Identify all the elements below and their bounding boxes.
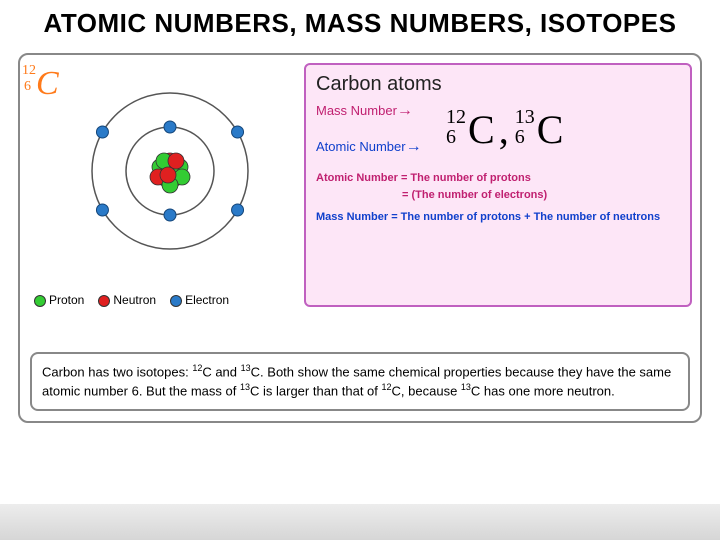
isotope-explanation: Carbon has two isotopes: 12C and 13C. Bo… xyxy=(30,352,690,411)
atom-svg xyxy=(40,61,300,281)
legend-electron: Electron xyxy=(170,293,229,307)
comma: , xyxy=(499,106,509,153)
def-atomic-2: = (The number of electrons) xyxy=(316,187,680,204)
footer-bar xyxy=(0,504,720,540)
main-diagram-box: 12 6 C Proton Neutron Electron Carbon at… xyxy=(18,53,702,423)
carbon-atoms-panel: Carbon atoms Mass Number→ Atomic Number→… xyxy=(304,63,692,307)
legend-neutron: Neutron xyxy=(98,293,156,307)
def-atomic-1: Atomic Number = The number of protons xyxy=(316,170,680,187)
symbol-atomic: 6 xyxy=(24,79,31,95)
atom-diagram-panel: 12 6 C Proton Neutron Electron xyxy=(20,55,300,315)
atomic-number-label: Atomic Number→ xyxy=(316,138,446,156)
isotope-2: 13 6 C xyxy=(515,106,564,153)
top-row: 12 6 C Proton Neutron Electron Carbon at… xyxy=(20,55,700,315)
isotope-1: 12 6 C xyxy=(446,106,495,153)
symbol-mass: 12 xyxy=(22,63,36,79)
panel-title: Carbon atoms xyxy=(316,73,680,96)
mass-number-label: Mass Number→ xyxy=(316,102,446,120)
page-title: ATOMIC NUMBERS, MASS NUMBERS, ISOTOPES xyxy=(0,0,720,43)
arrow-labels: Mass Number→ Atomic Number→ xyxy=(316,102,446,156)
definitions: Atomic Number = The number of protons = … xyxy=(316,170,680,226)
isotope-notation: 12 6 C , 13 6 C xyxy=(446,106,563,153)
legend-proton: Proton xyxy=(34,293,84,307)
def-mass: Mass Number = The number of protons + Th… xyxy=(316,209,680,226)
legend: Proton Neutron Electron xyxy=(34,293,229,307)
notation-row: Mass Number→ Atomic Number→ 12 6 C , 13 … xyxy=(316,102,680,156)
